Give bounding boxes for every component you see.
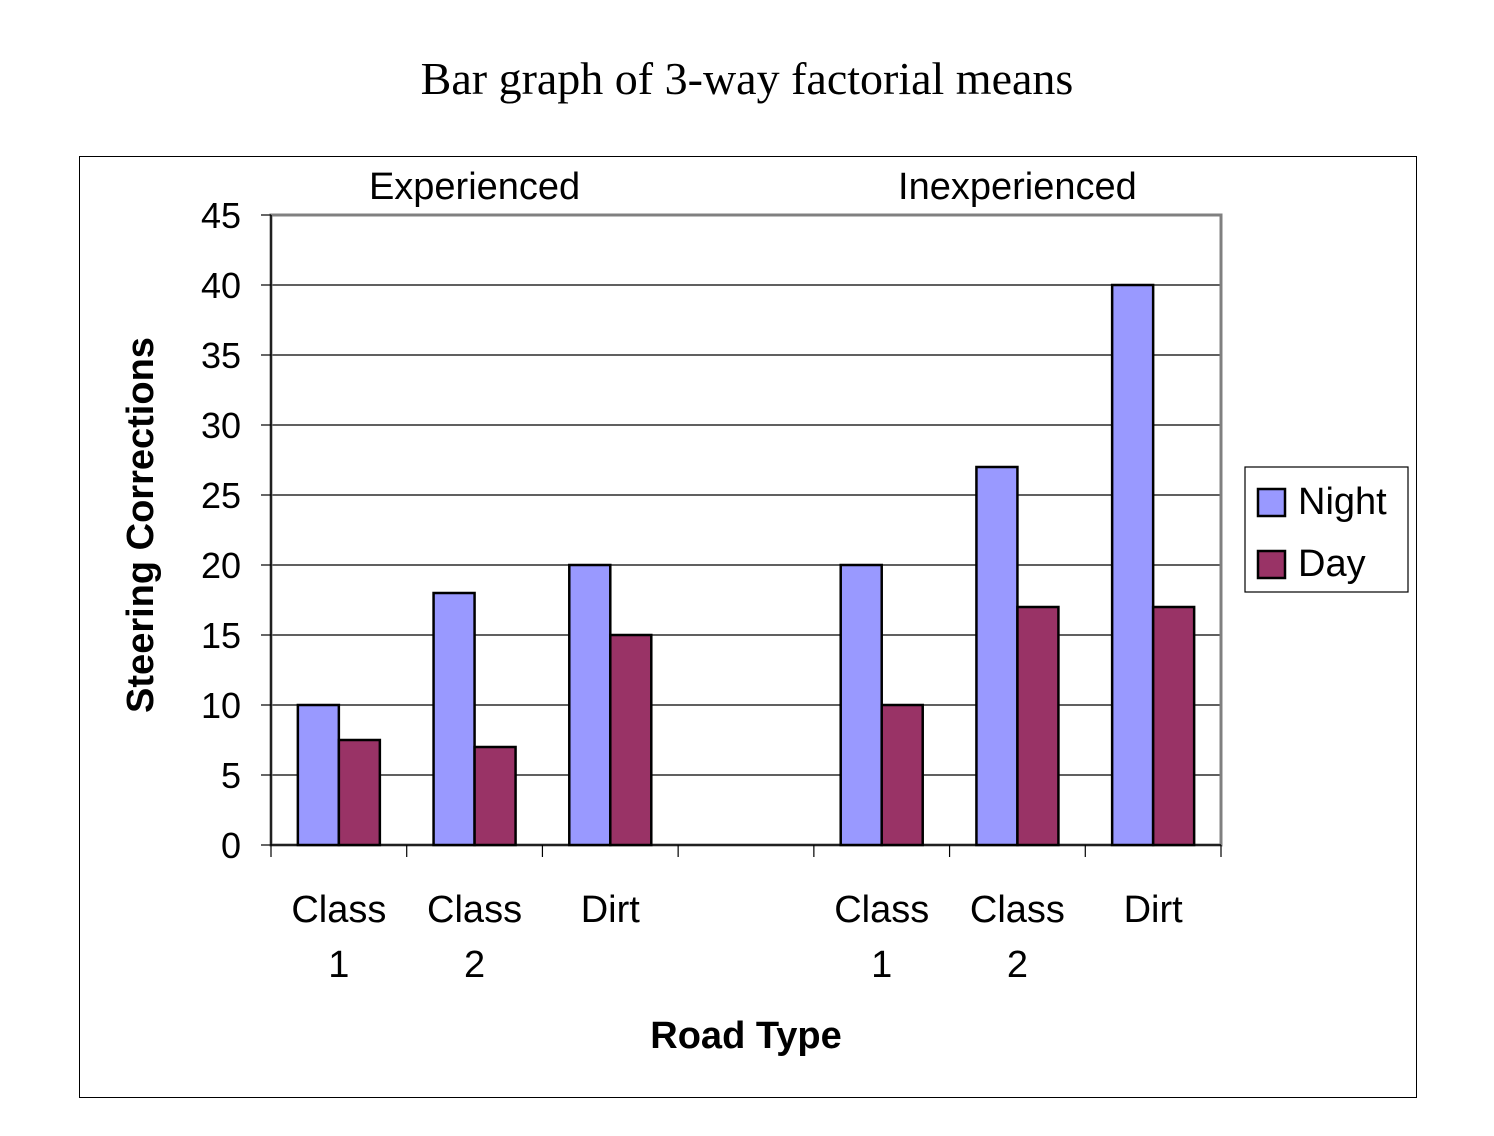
y-tick-label: 15 (201, 615, 241, 656)
x-tick-label: 1 (328, 944, 349, 986)
bar-day (1151, 605, 1196, 847)
y-tick-label: 25 (201, 475, 241, 516)
bar-day (337, 738, 382, 847)
x-tick-label: Dirt (581, 889, 641, 931)
x-tick-label: Dirt (1124, 889, 1184, 931)
y-tick-label: 35 (201, 335, 241, 376)
tick-labels: 0 5 10 15 20 25 30 35 40 45 Class 1 Class 2 Dirt Class 1… (201, 195, 1183, 986)
group-labels: Experienced Inexperienced (369, 166, 1137, 208)
legend-swatch-day (1256, 549, 1287, 580)
y-tick-label: 40 (201, 265, 241, 306)
y-tick-label: 30 (201, 405, 241, 446)
bar-day (609, 633, 653, 847)
legend: Night Day (1244, 466, 1409, 593)
legend-swatch-night (1256, 487, 1287, 518)
bar-night (975, 465, 1019, 847)
bars (296, 283, 1196, 847)
bar-night (296, 703, 341, 847)
y-tick-label: 20 (201, 545, 241, 586)
group-label-experienced: Experienced (369, 166, 580, 208)
x-tick-label: Class (834, 889, 929, 931)
x-tick-label: 2 (1007, 944, 1028, 986)
y-tick-label: 0 (221, 825, 241, 866)
axes (261, 214, 1222, 857)
bar-day (880, 703, 924, 847)
y-tick-label: 5 (221, 755, 241, 796)
y-tick-label: 45 (201, 195, 241, 236)
legend-label-day: Day (1298, 543, 1366, 585)
bar-night (432, 591, 476, 847)
chart-frame (79, 156, 1417, 1098)
x-tick-label: 1 (871, 944, 892, 986)
bar-night (1110, 283, 1155, 847)
x-tick-label: 2 (464, 944, 485, 986)
bar-day (1016, 605, 1060, 847)
y-axis-title: Steering Corrections (120, 337, 162, 713)
x-tick-label: Class (427, 889, 522, 931)
x-tick-label: Class (291, 889, 386, 931)
bar-night (568, 563, 612, 847)
x-tick-label: Class (970, 889, 1065, 931)
plot-area-border (269, 213, 1223, 847)
group-label-inexperienced: Inexperienced (898, 166, 1137, 208)
legend-label-night: Night (1298, 481, 1387, 523)
page-title: Bar graph of 3-way factorial means (420, 53, 1074, 104)
y-tick-label: 10 (201, 685, 241, 726)
bar-night (839, 563, 883, 847)
bar-day (473, 745, 517, 847)
x-axis-title: Road Type (650, 1015, 841, 1057)
grid-lines (271, 284, 1221, 776)
